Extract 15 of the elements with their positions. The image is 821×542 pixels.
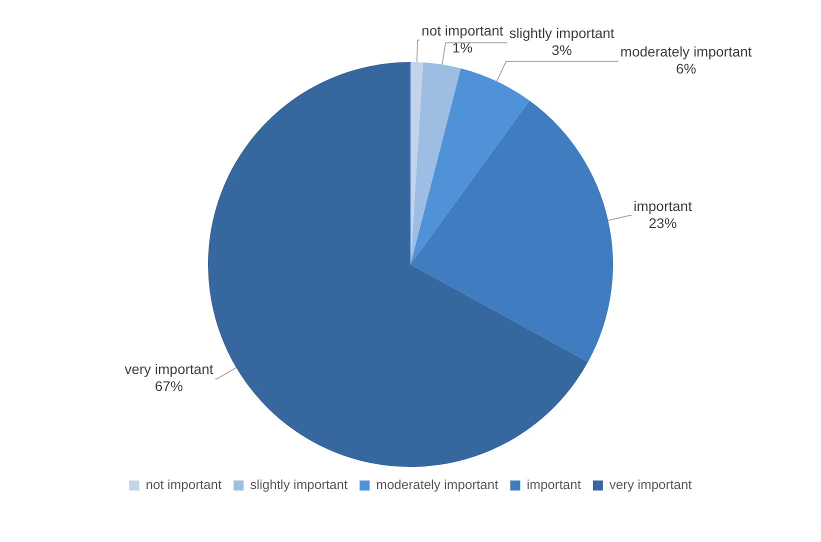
legend-label: moderately important — [376, 477, 499, 492]
data-label: 67% — [154, 378, 183, 394]
slice-label: not important — [422, 22, 504, 38]
legend-label: very important — [609, 477, 692, 492]
legend-label: not important — [146, 477, 222, 492]
legend-label: important — [526, 477, 582, 492]
data-label: 23% — [648, 214, 677, 231]
slice-label: very important — [124, 361, 214, 378]
data-label: 6% — [676, 60, 696, 77]
data-label: 1% — [452, 39, 473, 56]
legend-label: slightly important — [250, 477, 348, 492]
slice-label: moderately important — [620, 44, 752, 60]
data-label: 3% — [552, 42, 572, 58]
slice-label: slightly important — [509, 25, 614, 42]
slice-label: important — [634, 198, 692, 214]
